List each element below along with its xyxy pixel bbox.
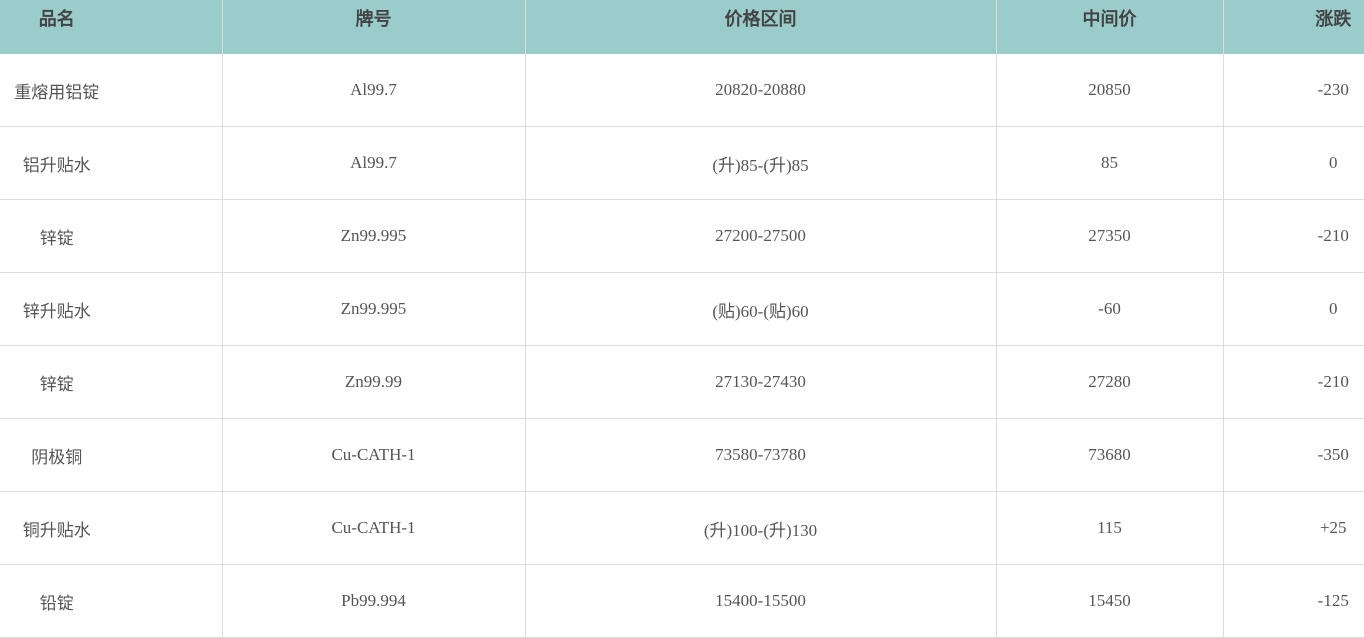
cell-mid-price: 15450 [995,564,1223,638]
column-header-mid-price: 中间价 [995,0,1223,54]
cell-change: -230 [1222,54,1364,127]
cell-mid-price: 85 [995,126,1223,200]
cell-mid-price: 115 [995,491,1223,565]
cell-price-range: 73580-73780 [524,418,996,492]
cell-product-name: 铜升贴水 [0,491,222,565]
cell-grade: Al99.7 [221,54,525,127]
cell-price-range: (贴)60-(贴)60 [524,272,996,346]
cell-change: 0 [1222,272,1364,346]
table-row: 铝升贴水 Al99.7 (升)85-(升)85 85 0 [0,126,1364,200]
table-row: 锌升贴水 Zn99.995 (贴)60-(贴)60 -60 0 [0,272,1364,346]
table-row: 锌锭 Zn99.995 27200-27500 27350 -210 [0,199,1364,273]
column-header-price-range: 价格区间 [524,0,996,54]
cell-grade: Zn99.995 [221,199,525,273]
table-header-row: 品名 牌号 价格区间 中间价 涨跌 [0,0,1364,54]
cell-price-range: 15400-15500 [524,564,996,638]
cell-mid-price: 27280 [995,345,1223,419]
cell-price-range: 27200-27500 [524,199,996,273]
cell-product-name: 锌锭 [0,345,222,419]
table-row: 铜升贴水 Cu-CATH-1 (升)100-(升)130 115 +25 [0,491,1364,565]
cell-product-name: 锌锭 [0,199,222,273]
cell-change: -210 [1222,345,1364,419]
cell-price-range: (升)100-(升)130 [524,491,996,565]
cell-change: +25 [1222,491,1364,565]
cell-change: -210 [1222,199,1364,273]
cell-price-range: 20820-20880 [524,54,996,127]
table-row: 锌锭 Zn99.99 27130-27430 27280 -210 [0,345,1364,419]
cell-price-range: 27130-27430 [524,345,996,419]
column-header-grade: 牌号 [221,0,525,54]
cell-change: 0 [1222,126,1364,200]
cell-grade: Cu-CATH-1 [221,418,525,492]
cell-grade: Zn99.995 [221,272,525,346]
cell-grade: Pb99.994 [221,564,525,638]
cell-product-name: 阴极铜 [0,418,222,492]
cell-mid-price: -60 [995,272,1223,346]
cell-price-range: (升)85-(升)85 [524,126,996,200]
column-header-change: 涨跌 [1222,0,1364,54]
cell-mid-price: 20850 [995,54,1223,127]
cell-product-name: 铅锭 [0,564,222,638]
column-header-product-name: 品名 [0,0,222,54]
table-row: 重熔用铝锭 Al99.7 20820-20880 20850 -230 [0,54,1364,127]
cell-product-name: 重熔用铝锭 [0,54,222,127]
cell-mid-price: 73680 [995,418,1223,492]
cell-grade: Al99.7 [221,126,525,200]
table-row: 铅锭 Pb99.994 15400-15500 15450 -125 [0,564,1364,638]
cell-change: -125 [1222,564,1364,638]
cell-change: -350 [1222,418,1364,492]
cell-grade: Cu-CATH-1 [221,491,525,565]
table-row: 阴极铜 Cu-CATH-1 73580-73780 73680 -350 [0,418,1364,492]
cell-product-name: 锌升贴水 [0,272,222,346]
cell-mid-price: 27350 [995,199,1223,273]
cell-grade: Zn99.99 [221,345,525,419]
cell-product-name: 铝升贴水 [0,126,222,200]
